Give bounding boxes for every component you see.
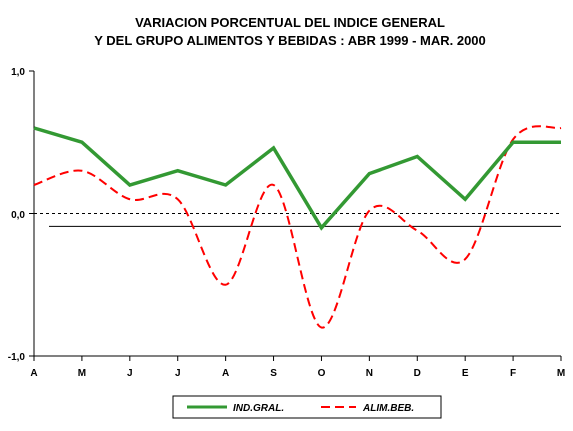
y-tick-label: -1,0 [8,352,26,363]
series-line-alim-beb [33,125,562,329]
legend-label-alim-beb: ALIM.BEB. [362,403,414,414]
x-tick-label: S [270,368,277,379]
x-tick-label: J [175,368,181,379]
plot-area [29,70,562,361]
x-tick-label: N [366,368,373,379]
x-tick-label: O [318,368,326,379]
chart-title-line-1: VARIACION PORCENTUAL DEL INDICE GENERAL [135,15,445,30]
x-tick-label: A [222,368,229,379]
x-tick-label: A [30,368,37,379]
series-line-ind-gral [33,126,561,231]
chart-title-line-2: Y DEL GRUPO ALIMENTOS Y BEBIDAS : ABR 19… [94,33,486,48]
x-tick-label: F [510,368,516,379]
y-tick-label: 0,0 [11,210,25,221]
legend: IND.GRAL. ALIM.BEB. [172,395,442,419]
legend-label-ind-gral: IND.GRAL. [233,403,284,414]
x-tick-label: E [462,368,469,379]
legend-box [172,395,442,419]
x-tick-label: D [414,368,421,379]
x-tick-label: M [78,368,86,379]
x-tick-label: M [557,368,565,379]
y-tick-label: 1,0 [11,67,25,78]
x-tick-label: J [127,368,133,379]
